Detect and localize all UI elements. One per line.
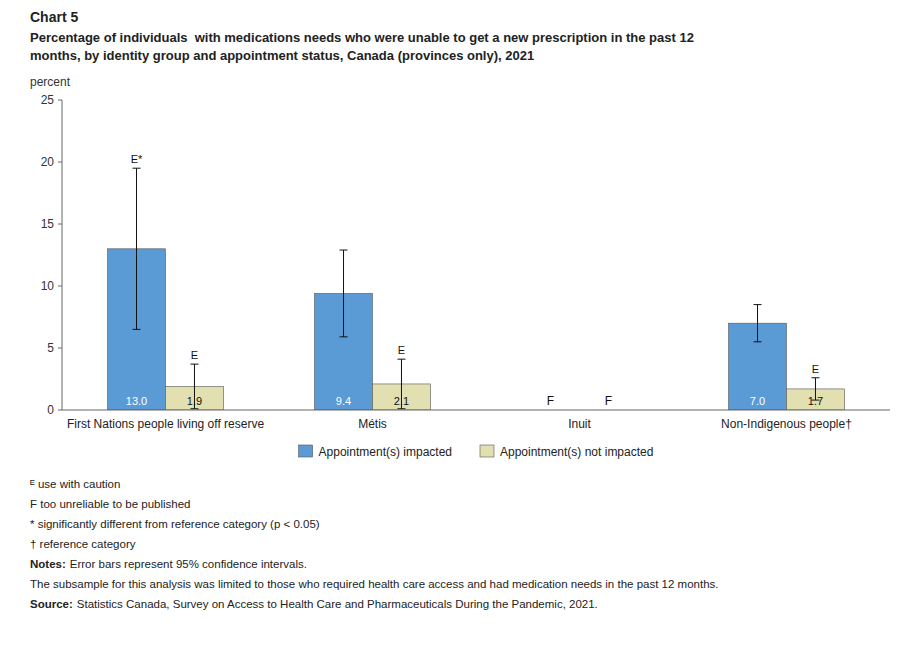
missing-label: F	[605, 394, 612, 408]
error-bar-stem	[343, 250, 344, 337]
error-bar-cap	[133, 329, 141, 330]
y-tick	[58, 224, 62, 225]
plot-labels: 13.0 E* 9.4 F 7.0 1.9 E 2.1 E F 1.7 E	[126, 153, 823, 408]
legend-item: Appointment(s) impacted	[299, 445, 452, 459]
footnote-text: Statistics Canada, Survey on Access to H…	[77, 598, 598, 610]
footnote: Source: Statistics Canada, Survey on Acce…	[30, 598, 598, 610]
x-tick-label: First Nations people living off reserve	[67, 417, 265, 431]
y-tick-label: 20	[41, 155, 55, 169]
error-bar	[340, 250, 348, 337]
footnote: Notes: Error bars represent 95% confidenc…	[30, 558, 307, 570]
error-bar-stem	[136, 168, 137, 329]
legend-label: Appointment(s) not impacted	[500, 445, 653, 459]
footnote: † reference category	[30, 538, 136, 550]
chart-svg: Chart 5 Percentage of individuals with me…	[0, 0, 910, 650]
error-bar	[754, 305, 762, 342]
data-label: 13.0	[126, 395, 147, 407]
legend-swatch	[299, 445, 313, 457]
error-bar-cap	[397, 359, 405, 360]
footnote-text: Error bars represent 95% confidence inte…	[70, 558, 307, 570]
y-tick-label: 0	[47, 403, 54, 417]
annotation: E	[191, 349, 198, 361]
legend-label: Appointment(s) impacted	[319, 445, 452, 459]
footnote: F too unreliable to be published	[30, 498, 190, 510]
y-tick-label: 25	[41, 93, 55, 107]
y-tick	[58, 410, 62, 411]
data-label: 9.4	[336, 395, 351, 407]
x-tick-label: Métis	[358, 417, 387, 431]
y-tick-label: 15	[41, 217, 55, 231]
error-bar-cap	[754, 341, 762, 342]
error-bar-cap	[133, 168, 141, 169]
data-label: 1.9	[187, 395, 202, 407]
data-label: 2.1	[394, 395, 409, 407]
title: months, by identity group and appointmen…	[30, 48, 534, 63]
y-tick-label: 10	[41, 279, 55, 293]
legend: Appointment(s) impacted Appointment(s) no…	[299, 445, 654, 459]
plot-marks	[108, 168, 845, 410]
footnote-prefix: Source:	[30, 598, 73, 610]
error-bar-stem	[757, 305, 758, 342]
chart-container: Chart 5 Percentage of individuals with me…	[0, 0, 910, 650]
x-tick-label: Non-Indigenous people†	[721, 417, 852, 431]
annotation: E*	[131, 153, 143, 165]
y-tick	[58, 100, 62, 101]
y-tick	[58, 286, 62, 287]
axes: 0 5 10 15 20 25 First Nations people living of…	[41, 93, 890, 431]
data-label: 7.0	[750, 395, 765, 407]
y-tick-label: 5	[47, 341, 54, 355]
error-bar-cap	[190, 364, 198, 365]
y-tick	[58, 162, 62, 163]
annotation: E	[812, 363, 819, 375]
footnote: ᴱ use with caution	[30, 478, 120, 490]
legend-item: Appointment(s) not impacted	[480, 445, 653, 459]
error-bar	[133, 168, 141, 329]
footnote-prefix: Notes:	[30, 558, 66, 570]
annotation: E	[398, 344, 405, 356]
footnote: The subsample for this analysis was limi…	[30, 578, 718, 590]
footnote: * significantly different from reference…	[30, 518, 320, 530]
error-bar-cap	[397, 408, 405, 409]
error-bar-cap	[754, 304, 762, 305]
legend-swatch	[480, 445, 494, 457]
error-bar-cap	[811, 377, 819, 378]
y-tick	[58, 348, 62, 349]
error-bar-cap	[340, 336, 348, 337]
error-bar-cap	[190, 408, 198, 409]
y-axis-line	[62, 100, 63, 410]
title: Percentage of individuals with medicatio…	[30, 30, 694, 45]
data-label: 1.7	[808, 395, 823, 407]
y-axis-label: percent	[30, 75, 71, 89]
x-tick-label: Inuit	[568, 417, 591, 431]
chart-label: Chart 5	[30, 9, 78, 25]
x-axis-line	[62, 410, 890, 411]
missing-label: F	[547, 394, 554, 408]
error-bar-cap	[340, 250, 348, 251]
